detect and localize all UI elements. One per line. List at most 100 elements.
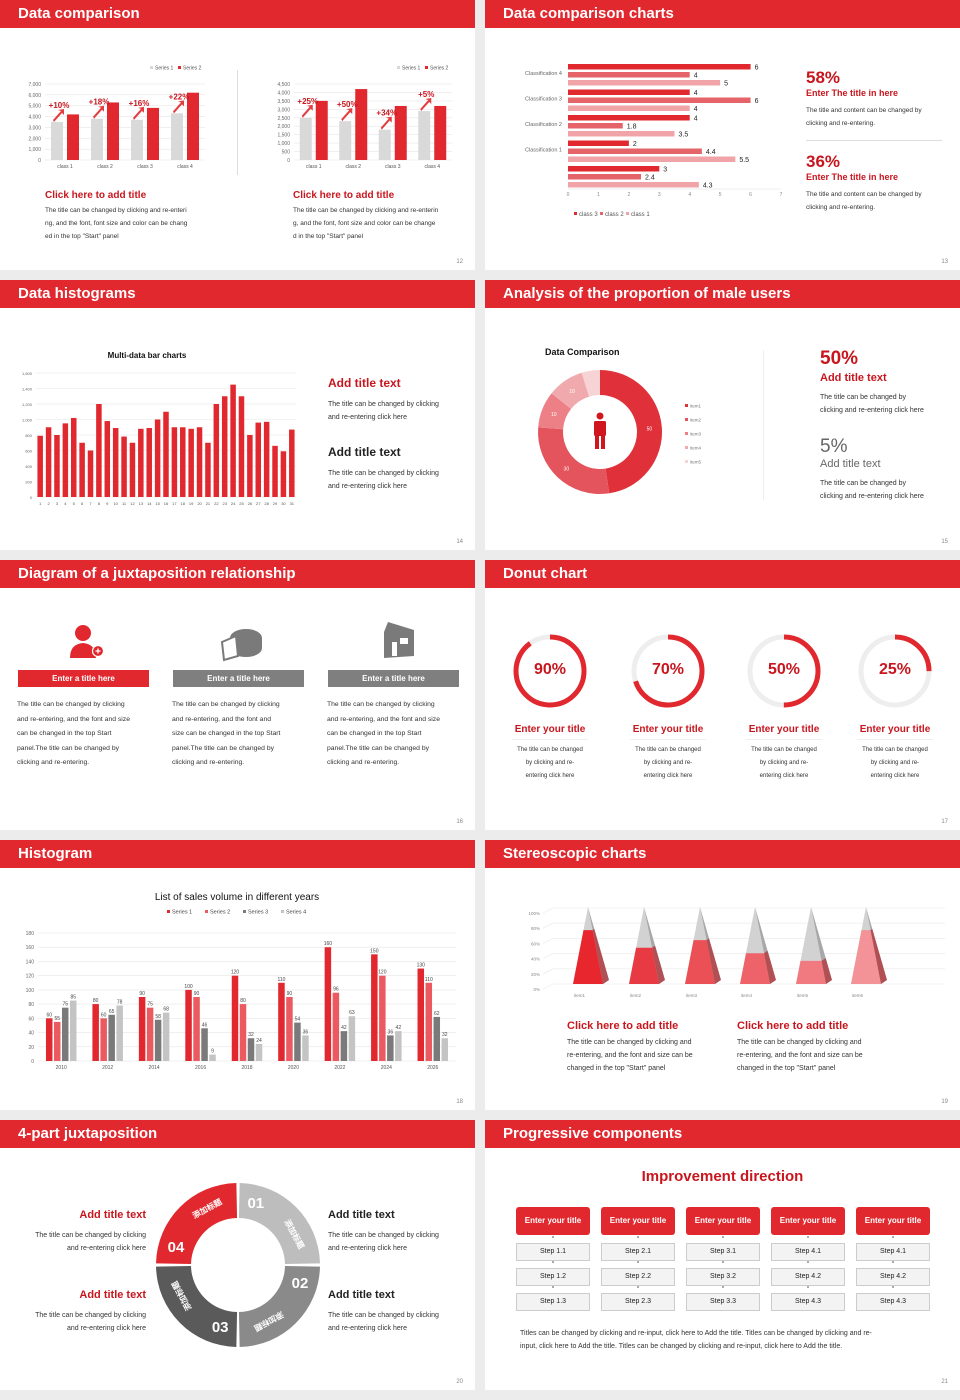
arrow-icon bbox=[173, 100, 184, 114]
y-tick-label: 0 bbox=[38, 158, 41, 164]
x-tick-label: class 3 bbox=[137, 164, 153, 170]
legend-label: item4 bbox=[690, 446, 702, 451]
ring-value: 70% bbox=[651, 661, 685, 678]
y-tick-label: 1,000 bbox=[22, 418, 33, 423]
step-box[interactable]: Step 2.2 bbox=[601, 1268, 675, 1286]
divider bbox=[806, 140, 942, 141]
card-body: The title can be changed by clicking and … bbox=[172, 701, 281, 766]
data-label: 58 bbox=[155, 1014, 161, 1020]
x-tick-label: 18 bbox=[181, 501, 186, 506]
connector-dot bbox=[552, 1261, 554, 1263]
data-label: 36 bbox=[388, 1029, 394, 1035]
x-tick-label: 19 bbox=[189, 501, 194, 506]
page-number: 14 bbox=[456, 539, 463, 545]
x-tick-label: 6 bbox=[749, 192, 752, 198]
y-tick-label: 0 bbox=[30, 495, 33, 500]
pyramid-fill-side bbox=[706, 938, 721, 984]
x-tick-label: 22 bbox=[214, 501, 219, 506]
slide-15: Analysis of the proportion of male users… bbox=[485, 280, 960, 550]
bar bbox=[289, 429, 295, 497]
data-label: 4 bbox=[694, 106, 698, 113]
bar bbox=[568, 156, 736, 162]
item-title[interactable]: Add title text bbox=[328, 1209, 395, 1221]
step-box[interactable]: Step 3.2 bbox=[686, 1268, 760, 1286]
column-title-button[interactable]: Enter your title bbox=[516, 1207, 590, 1235]
pyramid-chart: 0% 20% 40% 60% 80% 100% item1 item2 item3 item4 it… bbox=[528, 907, 945, 998]
card-title-button[interactable]: Enter a title here bbox=[328, 670, 459, 687]
card-title-button[interactable]: Enter a title here bbox=[173, 670, 304, 687]
data-label: 42 bbox=[396, 1025, 402, 1031]
step-box[interactable]: Step 2.3 bbox=[601, 1293, 675, 1311]
slice-label: 30 bbox=[564, 466, 570, 472]
step-box[interactable]: Step 1.2 bbox=[516, 1268, 590, 1286]
x-tick-label: 10 bbox=[113, 501, 118, 506]
x-tick-label: item6 bbox=[852, 993, 864, 998]
item-title[interactable]: Enter your title bbox=[514, 724, 586, 735]
x-tick-label: class 1 bbox=[306, 164, 322, 170]
card-title-button[interactable]: Enter a title here bbox=[18, 670, 149, 687]
step-box[interactable]: Step 1.3 bbox=[516, 1293, 590, 1311]
category-label: Classification 3 bbox=[525, 97, 562, 103]
stat-title[interactable]: Enter The title in here bbox=[806, 172, 899, 182]
data-label: 42 bbox=[341, 1025, 347, 1031]
x-tick-label: 7 bbox=[89, 501, 92, 506]
item-title[interactable]: Enter your title bbox=[748, 724, 820, 735]
segment-number: 02 bbox=[292, 1275, 309, 1292]
item-title[interactable]: Enter your title bbox=[632, 724, 704, 735]
data-label: 65 bbox=[109, 1009, 115, 1015]
step-box[interactable]: Step 4.2 bbox=[856, 1268, 930, 1286]
stat-title[interactable]: Enter The title in here bbox=[806, 88, 899, 98]
item-title[interactable]: Add title text bbox=[79, 1209, 146, 1221]
legend-label: class 1 bbox=[631, 212, 650, 218]
y-tick-label: 160 bbox=[26, 945, 35, 951]
multi-bar-chart: Multi-data bar charts 0 200 400 600 800 1,000 1… bbox=[22, 351, 296, 506]
y-tick-label: 4,000 bbox=[277, 90, 290, 96]
item-title[interactable]: Add title text bbox=[79, 1289, 146, 1301]
column-title-button[interactable]: Enter your title bbox=[601, 1207, 675, 1235]
data-label: 90 bbox=[194, 991, 200, 997]
data-label: 60 bbox=[46, 1012, 52, 1018]
item-title[interactable]: Enter your title bbox=[859, 724, 931, 735]
step-box[interactable]: Step 4.3 bbox=[771, 1293, 845, 1311]
slide-21: Progressive components Improvement direc… bbox=[485, 1120, 960, 1390]
data-label: 4.3 bbox=[703, 183, 713, 190]
step-box[interactable]: Step 1.1 bbox=[516, 1243, 590, 1261]
stat-body: The title and content can be changed by c… bbox=[806, 107, 922, 127]
column-title-button[interactable]: Enter your title bbox=[856, 1207, 930, 1235]
column-title-button[interactable]: Enter your title bbox=[686, 1207, 760, 1235]
male-person-icon bbox=[594, 412, 606, 449]
step-box[interactable]: Step 4.2 bbox=[771, 1268, 845, 1286]
stat-title[interactable]: Add title text bbox=[820, 372, 887, 384]
y-tick-label: 1,200 bbox=[22, 402, 33, 407]
slide-18: Histogram List of sales volume in differ… bbox=[0, 840, 475, 1110]
step-box[interactable]: Step 4.1 bbox=[771, 1243, 845, 1261]
slide-title: Diagram of a juxtaposition relationship bbox=[0, 560, 475, 588]
slice-label: 10 bbox=[569, 389, 575, 395]
card-title[interactable]: Click here to add title bbox=[737, 1020, 849, 1032]
step-box[interactable]: Step 2.1 bbox=[601, 1243, 675, 1261]
step-box[interactable]: Step 4.1 bbox=[856, 1243, 930, 1261]
column-title-button[interactable]: Enter your title bbox=[771, 1207, 845, 1235]
stat-title[interactable]: Add title text bbox=[820, 458, 881, 470]
step-box[interactable]: Step 3.3 bbox=[686, 1293, 760, 1311]
card-title[interactable]: Click here to add title bbox=[293, 190, 395, 201]
x-tick-label: class 4 bbox=[177, 164, 193, 170]
bar bbox=[221, 396, 228, 497]
item-title[interactable]: Add title text bbox=[328, 445, 401, 459]
bar bbox=[112, 428, 119, 497]
data-label: 68 bbox=[163, 1007, 169, 1013]
step-box[interactable]: Step 3.1 bbox=[686, 1243, 760, 1261]
cycle-segment-03 bbox=[156, 1265, 238, 1347]
card-title[interactable]: Click here to add title bbox=[567, 1020, 679, 1032]
data-label: 130 bbox=[417, 963, 426, 969]
card-title[interactable]: Click here to add title bbox=[45, 190, 147, 201]
item-title[interactable]: Add title text bbox=[328, 1289, 395, 1301]
x-tick-label: 1 bbox=[597, 192, 600, 198]
bar bbox=[332, 992, 340, 1061]
y-tick-label: 3,500 bbox=[277, 99, 290, 105]
data-label: 75 bbox=[62, 1002, 68, 1008]
step-box[interactable]: Step 4.3 bbox=[856, 1293, 930, 1311]
item-title[interactable]: Add title text bbox=[328, 376, 401, 390]
page-number: 19 bbox=[941, 1099, 948, 1105]
bar bbox=[263, 421, 270, 497]
